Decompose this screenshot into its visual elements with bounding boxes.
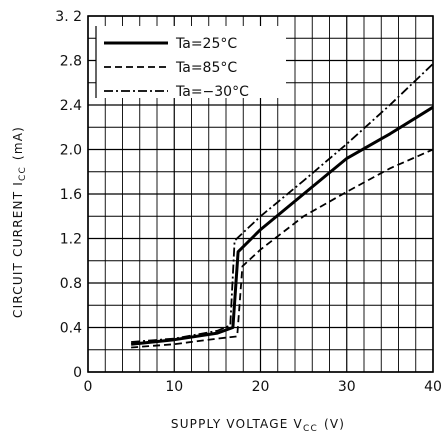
y-tick-label: 0.4 [60,321,82,337]
y-tick-label: 0.8 [60,276,82,292]
plot-frame [87,15,434,373]
series-line [131,148,434,349]
legend-label: Ta=−30°C [175,84,249,100]
x-tick-label: 10 [165,379,183,395]
x-tick-labels: 0 10 20 30 40 [84,379,442,395]
legend: Ta=25°C Ta=85°C Ta=−30°C [95,26,286,100]
legend-background [96,26,286,98]
legend-label: Ta=85°C [175,60,237,76]
x-axis-label: SUPPLY VOLTAGE VCC (V) [171,417,345,434]
y-tick-label: 1.2 [60,232,82,248]
series-line [131,63,434,343]
y-tick-label: 2.0 [60,143,82,159]
y-tick-label: 2.8 [60,54,82,70]
x-tick-label: 30 [338,379,356,395]
y-tick-label: 0 [73,365,82,381]
y-tick-label: 1.6 [60,187,82,203]
y-tick-label: 2.4 [60,98,82,114]
y-tick-label: 3. 2 [55,9,82,25]
y-axis-label: CIRCUIT CURRENT ICC(mA) [11,126,28,318]
x-tick-label: 0 [84,379,93,395]
x-tick-label: 40 [424,379,442,395]
x-tick-label: 20 [252,379,270,395]
legend-label: Ta=25°C [175,36,237,52]
y-tick-labels: 0 0.4 0.8 1.2 1.6 2.0 2.4 2.8 3. 2 [55,9,82,381]
plot-border [87,15,434,373]
series-lines [130,63,434,349]
series-line [130,105,434,346]
